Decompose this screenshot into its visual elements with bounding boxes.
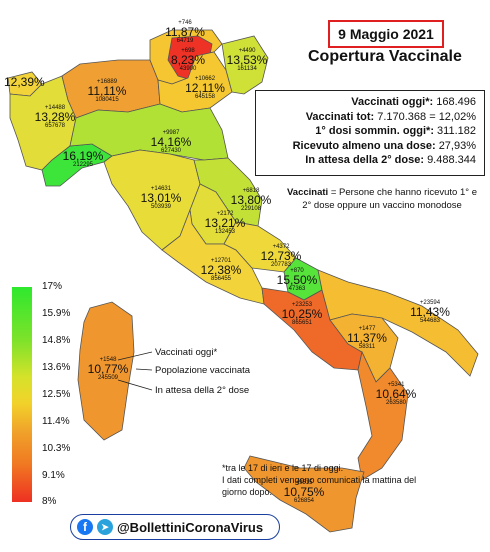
label-toscana: +14631 13,01% 503939	[140, 186, 182, 210]
legend-tick: 8%	[42, 496, 57, 507]
legend-tick: 9.1%	[42, 470, 65, 481]
legend-tick: 14.8%	[42, 335, 71, 346]
date-badge: 9 Maggio 2021	[328, 20, 444, 48]
label-abruzzo: +4372 12,73% 207783	[260, 244, 302, 268]
key-vaccinati-oggi: Vaccinati oggi*	[155, 347, 218, 358]
telegram-icon[interactable]: ➤	[97, 519, 113, 535]
region-friuli	[221, 35, 269, 95]
legend-tick: 13.6%	[42, 362, 71, 373]
legend-tick: 10.3%	[42, 443, 71, 454]
label-lombardia: +16889 11,11% 1080415	[87, 79, 127, 103]
label-trentino: +746 11,87% 64719	[165, 20, 205, 44]
legend-tick: 17%	[42, 281, 63, 292]
social-handle-badge[interactable]: f ➤ @BollettiniCoronaVirus	[70, 514, 280, 540]
key-popolazione-vaccinata: Popolazione vaccinata	[155, 365, 251, 376]
label-friuli: +4490 13,53% 161134	[226, 48, 268, 72]
label-molise: +870 15,50% 47363	[276, 268, 318, 292]
label-marche: +6818 13,80% 229108	[230, 188, 272, 212]
stats-panel: Vaccinati oggi*: 168.496 Vaccinati tot: …	[255, 90, 485, 176]
label-umbria: +2172 13,21% 132453	[204, 211, 246, 235]
stat-vaccinati-tot: Vaccinati tot: 7.170.368 = 12,02%	[305, 110, 476, 123]
legend-tick: 11.4%	[42, 416, 70, 427]
stat-prime-dosi: 1° dosi sommin. oggi*: 311.182	[315, 125, 476, 137]
color-scale-bar	[12, 287, 32, 502]
label-emilia: +9987 14,16% 627430	[150, 130, 192, 154]
label-sardegna: +1548 10,77% 245509	[87, 357, 129, 381]
label-lazio: +12701 12,38% 856455	[200, 258, 242, 282]
social-handle: @BollettiniCoronaVirus	[117, 519, 264, 535]
region-calabria	[357, 350, 409, 481]
footnote: *tra le 17 di ieri e le 17 di oggi. I da…	[222, 463, 417, 497]
legend-tick: 15.9%	[42, 308, 71, 319]
label-piemonte: +14488 13,28% 657678	[34, 105, 76, 129]
definition-note: Vaccinati = Persone che hanno ricevuto 1…	[287, 187, 477, 211]
label-veneto: +10662 12,11% 645158	[185, 76, 225, 100]
label-bolzano: +698 8,23% 43900	[170, 48, 206, 72]
stat-attesa-seconda: In attesa della 2° dose: 9.488.344	[305, 154, 476, 166]
label-aosta: 12,39%	[4, 75, 45, 89]
stat-almeno-una-dose: Ricevuto almeno una dose: 27,93%	[292, 139, 476, 152]
facebook-icon[interactable]: f	[77, 519, 93, 535]
legend-tick: 12.5%	[42, 389, 71, 400]
label-basilicata: +1477 11,37% 58311	[347, 326, 387, 350]
label-liguria: 16,19% 212295	[62, 149, 104, 168]
region-sicilia	[243, 455, 365, 533]
key-attesa-seconda: In attesa della 2° dose	[155, 385, 250, 396]
page-title: Copertura Vaccinale	[308, 48, 462, 65]
label-puglia: +23594 11,43% 544683	[410, 300, 450, 324]
stat-vaccinati-oggi: Vaccinati oggi*: 168.496	[351, 96, 476, 108]
label-calabria: +5341 10,64% 263580	[375, 382, 417, 406]
label-sicilia: +9515 10,75% 626854	[283, 480, 325, 504]
region-sardegna	[77, 301, 135, 441]
label-campania: +23253 10,25% 865651	[281, 302, 323, 326]
